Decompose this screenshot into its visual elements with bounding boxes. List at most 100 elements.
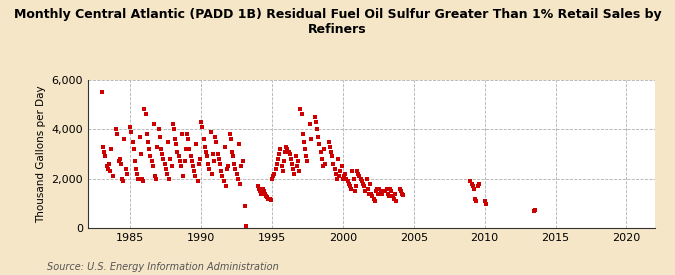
Point <box>205 130 216 134</box>
Point <box>259 189 269 193</box>
Point <box>177 132 188 136</box>
Point <box>334 174 345 178</box>
Point <box>295 107 306 112</box>
Point <box>197 125 208 129</box>
Point <box>241 224 252 229</box>
Point <box>386 189 397 193</box>
Point <box>323 139 334 144</box>
Point <box>369 199 380 203</box>
Text: Source: U.S. Energy Information Administration: Source: U.S. Energy Information Administ… <box>47 262 279 272</box>
Point <box>207 152 218 156</box>
Point <box>286 157 296 161</box>
Point <box>237 159 248 164</box>
Point <box>204 167 215 171</box>
Point <box>144 147 155 151</box>
Point <box>161 172 172 176</box>
Point <box>166 164 177 169</box>
Point <box>159 162 170 166</box>
Point <box>232 177 243 181</box>
Point <box>339 174 350 178</box>
Point <box>207 172 217 176</box>
Point <box>210 134 221 139</box>
Point <box>200 149 211 154</box>
Point <box>167 122 178 127</box>
Point <box>114 157 125 161</box>
Point <box>271 162 282 166</box>
Point <box>131 167 142 171</box>
Point <box>196 120 207 124</box>
Point <box>313 134 323 139</box>
Point <box>164 177 175 181</box>
Point <box>169 127 180 131</box>
Point <box>145 154 156 159</box>
Point <box>160 167 171 171</box>
Point <box>267 177 277 181</box>
Point <box>309 115 320 119</box>
Point <box>219 144 230 149</box>
Point <box>99 149 110 154</box>
Point <box>361 177 372 181</box>
Point <box>106 147 117 151</box>
Point <box>213 157 224 161</box>
Point <box>146 159 157 164</box>
Point <box>273 157 284 161</box>
Point <box>171 142 182 146</box>
Point <box>358 184 369 188</box>
Point <box>119 137 130 141</box>
Point <box>256 191 267 196</box>
Point <box>254 186 265 191</box>
Point <box>287 162 298 166</box>
Point <box>315 149 326 154</box>
Point <box>317 157 327 161</box>
Point <box>259 191 270 196</box>
Point <box>115 162 126 166</box>
Point <box>328 162 339 166</box>
Point <box>364 182 375 186</box>
Point <box>185 154 196 159</box>
Point <box>142 139 153 144</box>
Point <box>117 177 128 181</box>
Point <box>374 186 385 191</box>
Point <box>257 186 268 191</box>
Point <box>530 207 541 212</box>
Point <box>231 172 242 176</box>
Point <box>344 182 354 186</box>
Point <box>354 174 365 178</box>
Point <box>298 139 309 144</box>
Point <box>113 159 124 164</box>
Point <box>130 159 140 164</box>
Point <box>275 147 286 151</box>
Point <box>377 191 387 196</box>
Point <box>184 147 195 151</box>
Point <box>340 172 351 176</box>
Point <box>348 177 359 181</box>
Point <box>188 169 200 174</box>
Point <box>151 177 161 181</box>
Point <box>230 167 241 171</box>
Point <box>466 182 477 186</box>
Point <box>385 186 396 191</box>
Point <box>152 144 163 149</box>
Point <box>383 191 394 196</box>
Point <box>100 154 111 159</box>
Point <box>111 127 122 131</box>
Point <box>472 184 483 188</box>
Point <box>335 169 346 174</box>
Point <box>394 186 405 191</box>
Point <box>209 159 219 164</box>
Point <box>263 196 274 201</box>
Point <box>372 186 383 191</box>
Point <box>107 174 118 178</box>
Point <box>331 177 342 181</box>
Point <box>229 162 240 166</box>
Point <box>317 164 328 169</box>
Point <box>388 196 399 201</box>
Point <box>292 159 303 164</box>
Point <box>387 194 398 198</box>
Point <box>236 164 246 169</box>
Point <box>191 142 202 146</box>
Point <box>278 159 289 164</box>
Point <box>468 184 479 188</box>
Point <box>142 132 153 136</box>
Point <box>224 132 235 136</box>
